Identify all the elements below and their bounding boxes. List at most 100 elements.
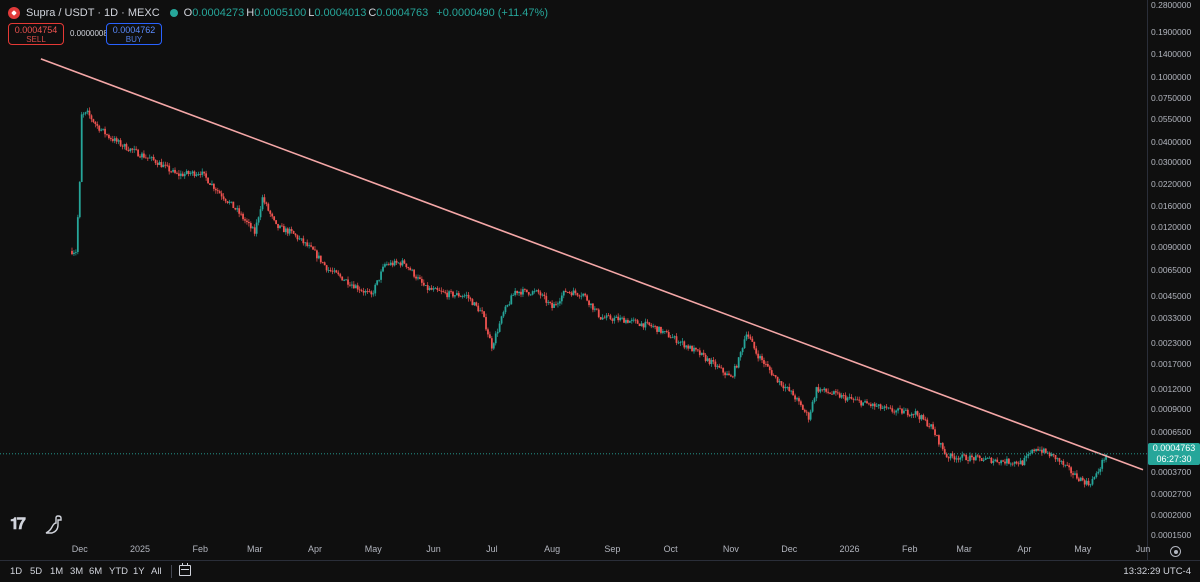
time-tick-label: Dec bbox=[71, 544, 88, 554]
candle-body bbox=[621, 317, 623, 319]
candle-body bbox=[661, 331, 664, 333]
candle-body bbox=[197, 174, 200, 175]
candle-body bbox=[212, 183, 215, 189]
candle-body bbox=[1025, 455, 1028, 458]
candle-body bbox=[663, 331, 666, 332]
candle-body bbox=[790, 390, 793, 392]
candle-body bbox=[562, 290, 565, 296]
candle-body bbox=[117, 140, 120, 142]
range-button-1d[interactable]: 1D bbox=[10, 566, 23, 577]
candle-body bbox=[115, 138, 118, 142]
candle-body bbox=[704, 354, 707, 361]
candle-body bbox=[158, 162, 161, 165]
candle-body bbox=[216, 190, 219, 192]
range-button-5d[interactable]: 5D bbox=[30, 566, 43, 577]
candle-body bbox=[901, 408, 903, 414]
candle-body bbox=[352, 284, 355, 289]
candle-body bbox=[718, 365, 721, 368]
candle-body bbox=[1000, 460, 1003, 464]
price-tick-label: 0.0012000 bbox=[1151, 383, 1192, 394]
candle-body bbox=[354, 285, 357, 289]
candle-body bbox=[430, 287, 433, 290]
candle-body bbox=[247, 222, 250, 224]
candle-body bbox=[300, 238, 303, 240]
candle-body bbox=[638, 323, 641, 327]
calendar-icon[interactable] bbox=[179, 563, 191, 576]
candle-body bbox=[244, 219, 246, 221]
candle-body bbox=[490, 338, 493, 349]
candle-body bbox=[691, 345, 693, 352]
candle-body bbox=[627, 320, 629, 323]
candle-body bbox=[1081, 477, 1084, 481]
ohlc-key: C bbox=[368, 7, 377, 19]
settings-icon[interactable] bbox=[1170, 546, 1181, 557]
candle-body bbox=[494, 333, 497, 344]
candle-body bbox=[866, 401, 868, 404]
price-tick-label: 0.2800000 bbox=[1151, 0, 1192, 10]
candle-body bbox=[199, 174, 202, 175]
candle-body bbox=[1070, 467, 1072, 474]
candle-body bbox=[992, 460, 995, 464]
candle-body bbox=[102, 128, 104, 130]
candle-body bbox=[689, 345, 692, 349]
trendline[interactable] bbox=[40, 58, 1144, 471]
dino-icon[interactable] bbox=[44, 515, 66, 535]
range-button-ytd[interactable]: YTD bbox=[109, 566, 128, 577]
candle-body bbox=[712, 360, 715, 362]
candle-body bbox=[572, 290, 575, 296]
tradingview-logo-icon[interactable]: 𝟏𝟕 bbox=[10, 516, 26, 533]
candle-body bbox=[881, 408, 884, 409]
candle-body bbox=[436, 288, 439, 290]
spread-value: 0.0000008 bbox=[70, 29, 108, 38]
candle-body bbox=[939, 443, 942, 445]
countdown-label: 06:27:30 bbox=[1156, 453, 1192, 464]
candle-body bbox=[504, 306, 507, 313]
symbol-title[interactable]: Supra / USDT · 1D · MEXC bbox=[26, 7, 160, 19]
candle-body bbox=[541, 294, 544, 296]
price-tick-label: 0.0090000 bbox=[1151, 241, 1192, 252]
candle-body bbox=[1017, 463, 1020, 465]
clock[interactable]: 13:32:29 UTC-4 bbox=[1123, 566, 1191, 577]
range-button-all[interactable]: All bbox=[151, 566, 162, 577]
price-tick-label: 0.0550000 bbox=[1151, 114, 1192, 125]
candle-body bbox=[469, 298, 472, 300]
candle-body bbox=[88, 110, 91, 116]
candle-body bbox=[827, 391, 830, 393]
range-button-3m[interactable]: 3M bbox=[70, 566, 84, 577]
candle-body bbox=[819, 389, 822, 392]
sell-button[interactable]: 0.0004754 SELL bbox=[8, 23, 64, 45]
candle-body bbox=[796, 398, 798, 400]
candle-body bbox=[780, 381, 783, 386]
candle-body bbox=[459, 296, 462, 298]
buy-button[interactable]: 0.0004762 BUY bbox=[106, 23, 162, 45]
candle-body bbox=[615, 316, 618, 318]
candle-body bbox=[560, 295, 563, 302]
candle-body bbox=[669, 337, 672, 339]
candle-body bbox=[310, 245, 312, 247]
range-button-1y[interactable]: 1Y bbox=[133, 566, 145, 577]
candle-body bbox=[698, 350, 701, 356]
candle-body bbox=[96, 124, 99, 126]
range-button-6m[interactable]: 6M bbox=[89, 566, 103, 577]
candle-body bbox=[700, 352, 703, 356]
candle-body bbox=[926, 419, 929, 427]
candle-body bbox=[183, 174, 186, 177]
visibility-dot-icon[interactable] bbox=[169, 9, 178, 17]
candle-body bbox=[1023, 457, 1026, 466]
candle-body bbox=[358, 289, 361, 291]
time-tick-label: Dec bbox=[781, 544, 798, 554]
candle-body bbox=[1072, 473, 1074, 475]
candle-body bbox=[628, 320, 631, 323]
time-tick-label: Jul bbox=[486, 544, 498, 554]
candle-body bbox=[786, 386, 789, 388]
candle-body bbox=[755, 348, 758, 354]
range-button-1m[interactable]: 1M bbox=[50, 566, 64, 577]
candle-body bbox=[875, 405, 878, 407]
candle-body bbox=[918, 415, 921, 420]
candle-body bbox=[1050, 453, 1053, 457]
candle-body bbox=[514, 290, 517, 295]
candle-body bbox=[967, 460, 969, 461]
candle-body bbox=[864, 401, 866, 403]
price-axis[interactable]: 0.2800000 0.1900000 0.1400000 0.1000000 0.07… bbox=[1147, 0, 1200, 560]
